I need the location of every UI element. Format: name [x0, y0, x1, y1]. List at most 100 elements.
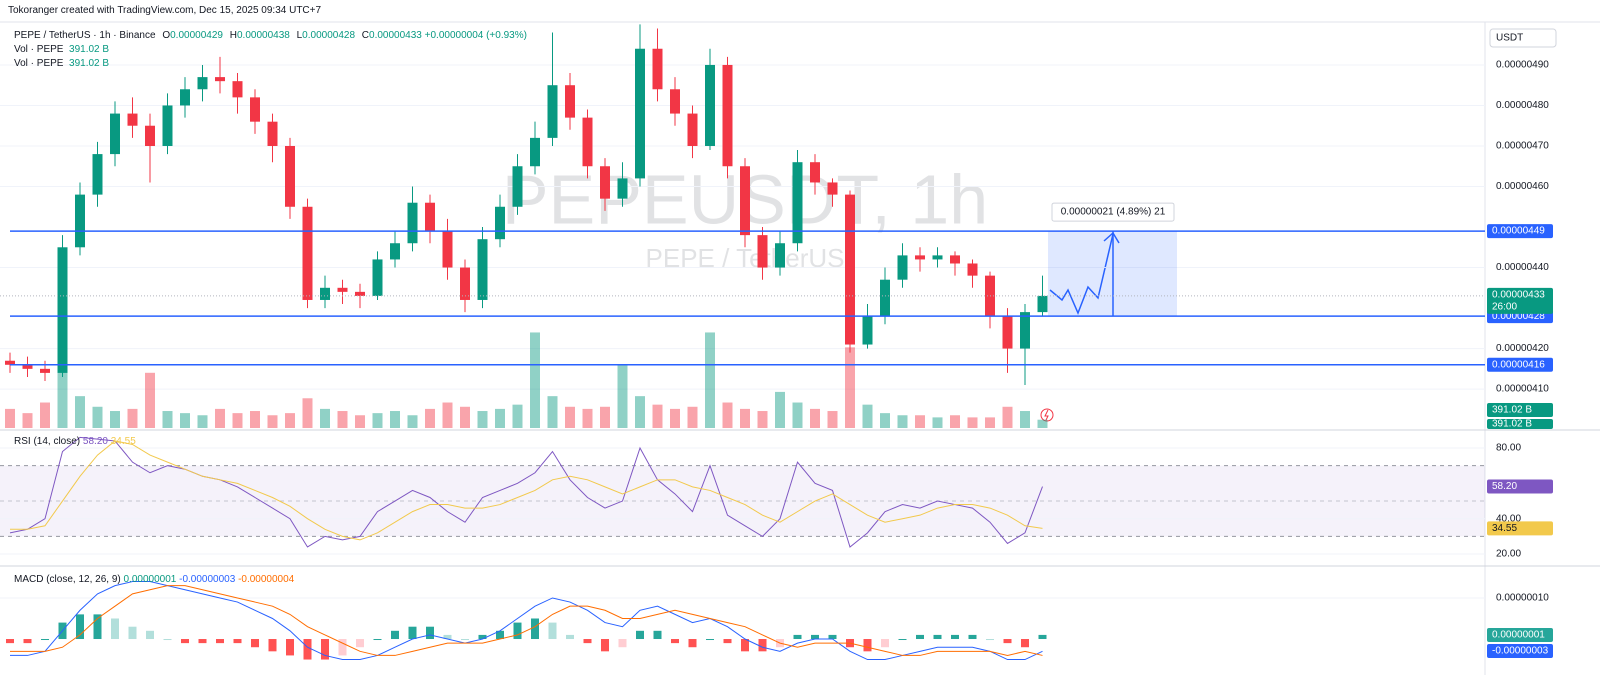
volume-bar — [1002, 406, 1013, 428]
volume-bar — [5, 408, 15, 428]
histogram-bar — [811, 634, 819, 640]
volume-value: 391.02 B — [69, 58, 110, 69]
histogram-bar — [251, 639, 259, 648]
candle-body — [302, 206, 313, 300]
histogram-bar — [671, 639, 679, 644]
histogram-bar — [496, 630, 504, 640]
price-legend: PEPE / TetherUS · 1h · Binance O0.000004… — [14, 30, 527, 41]
ohlc-value: 0.00000433 — [369, 30, 422, 41]
alert-icon[interactable] — [1040, 408, 1054, 422]
currency-button[interactable] — [1489, 28, 1557, 48]
volume-bar — [810, 408, 820, 428]
histogram-bar — [933, 634, 942, 640]
rsi-badge-bg — [1487, 521, 1553, 536]
volume-bar — [320, 408, 330, 428]
macd-line — [10, 581, 1043, 661]
candle-body — [5, 360, 15, 365]
volume-bar — [827, 411, 838, 428]
volume-bar — [775, 391, 785, 428]
volume-bar — [145, 372, 155, 428]
measure-label: 0.00000021 (4.89%) 21 — [1061, 207, 1166, 218]
volume-name: Vol · PEPE — [14, 58, 64, 69]
histogram-bar — [443, 634, 452, 640]
volume-axis-label-bg — [1487, 419, 1553, 429]
rsi-badge-bg — [1487, 479, 1553, 494]
candle-body — [1037, 295, 1048, 313]
y-tick-label: 0.00000480 — [1496, 100, 1549, 111]
volume-value: 391.02 B — [69, 44, 110, 55]
volume-bar — [57, 343, 68, 428]
volume-bar — [250, 411, 260, 428]
hline-label: 0.00000449 — [1492, 226, 1545, 237]
histogram-bar — [426, 626, 434, 640]
candle-body — [110, 113, 120, 155]
measure-label-bg — [1051, 202, 1175, 222]
candle-body — [670, 89, 680, 114]
candle-body — [792, 162, 803, 244]
volume-bar — [197, 415, 208, 428]
currency[interactable]: USDT — [1496, 33, 1523, 44]
candle-body — [92, 154, 103, 195]
candle-body — [57, 247, 68, 373]
volume-legend: Vol · PEPE 391.02 B — [14, 58, 109, 69]
candle-body — [232, 81, 243, 98]
histogram-bar — [881, 639, 889, 648]
candle-body — [285, 145, 295, 207]
volume-bar — [285, 413, 295, 428]
last-price-label: 0.00000433 — [1492, 290, 1545, 301]
histogram-bar — [216, 639, 224, 644]
histogram-bar — [408, 626, 417, 640]
histogram-bar — [688, 639, 697, 648]
histogram-bar — [321, 639, 329, 660]
candle-body — [75, 194, 85, 248]
candle-body — [722, 64, 733, 167]
candle-body — [897, 255, 908, 280]
ohlc-key: C — [361, 30, 370, 41]
histogram-bar — [146, 630, 154, 640]
ohlc-key: H — [229, 30, 237, 41]
volume-bar — [460, 406, 470, 428]
ohlc-key: O — [162, 30, 171, 41]
volume-bar — [1020, 411, 1030, 428]
candle-body — [652, 48, 663, 90]
volume-bar — [547, 396, 558, 428]
histogram-bar — [41, 639, 49, 641]
volume-bar — [950, 415, 960, 428]
candle-body — [320, 287, 330, 300]
ohlc-value: 0.00000428 — [302, 30, 356, 41]
histogram-bar — [723, 639, 732, 644]
histogram-bar — [338, 639, 347, 656]
rsi-badge: 58.20 — [1492, 481, 1517, 492]
volume-bar — [705, 332, 715, 428]
histogram-bar — [968, 634, 977, 640]
volume-bar — [617, 364, 628, 428]
volume-bar — [372, 413, 383, 428]
candle-body — [635, 48, 645, 179]
alert-icon-bolt — [1044, 409, 1049, 421]
volume-bar — [40, 402, 50, 428]
histogram-bar — [286, 639, 294, 656]
volume-bar — [267, 415, 278, 428]
histogram-bar — [233, 639, 242, 644]
rsi-line — [9, 436, 1043, 548]
volume-bar — [92, 406, 103, 428]
candle-body — [442, 231, 453, 268]
histogram-bar — [618, 639, 627, 648]
y-tick-label: 80.00 — [1496, 443, 1521, 454]
volume-bar — [232, 413, 243, 428]
candle-body — [512, 166, 523, 207]
histogram-bar — [303, 639, 312, 660]
volume-bar — [442, 402, 453, 428]
candle-body — [740, 166, 750, 236]
histogram-badge-bg — [1487, 628, 1553, 642]
volume-bar — [477, 411, 488, 428]
histogram-bar — [531, 618, 539, 640]
rsi-badge: 34.55 — [1492, 523, 1517, 534]
volume-bar — [740, 408, 750, 428]
countdown: 26:00 — [1492, 302, 1517, 313]
histogram-bar — [741, 639, 749, 652]
histogram-bar — [93, 614, 102, 640]
histogram-bar — [268, 639, 277, 652]
histogram-value: 0.00000001 — [123, 574, 177, 585]
